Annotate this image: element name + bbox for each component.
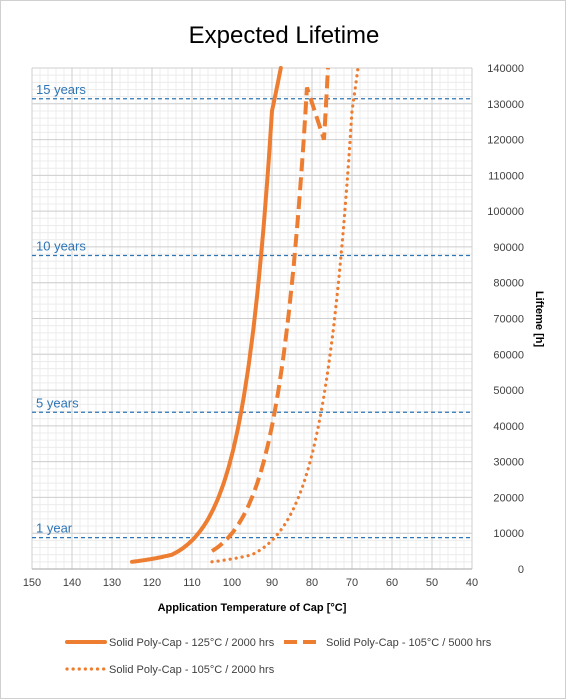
y-tick-label: 80000: [493, 278, 524, 290]
x-tick-label: 120: [143, 577, 161, 589]
y-tick-label: 110000: [488, 170, 524, 182]
series-line-dashed: [210, 67, 330, 553]
x-axis-label: Application Temperature of Cap [°C]: [158, 602, 347, 614]
x-tick-label: 150: [23, 577, 41, 589]
x-tick-label: 100: [223, 577, 241, 589]
chart-title: Expected Lifetime: [189, 22, 380, 49]
y-axis-label: Lifteme [h]: [533, 291, 545, 348]
y-tick-label: 50000: [493, 385, 524, 397]
y-tick-label: 20000: [493, 492, 524, 504]
x-tick-label: 60: [386, 577, 398, 589]
x-tick-label: 50: [426, 577, 438, 589]
x-tick-label: 90: [266, 577, 278, 589]
y-tick-label: 0: [518, 564, 524, 576]
x-tick-label: 110: [183, 577, 201, 589]
y-axis-ticks: 0 10000 20000 30000 40000 50000 60000 70000 8000…: [487, 63, 524, 576]
y-tick-label: 140000: [487, 63, 524, 75]
reference-label: 1 year: [36, 521, 73, 536]
series-lines: [130, 66, 360, 564]
reference-lines: 1 year 5 years 10 years 15 years: [32, 82, 472, 539]
y-tick-label: 10000: [493, 528, 524, 540]
legend-label: Solid Poly-Cap - 125°C / 2000 hrs: [109, 637, 275, 649]
x-axis-ticks: 150 140 130 120 110 100 90 80 70 60 50 40: [23, 577, 478, 589]
y-tick-label: 30000: [493, 457, 524, 469]
x-tick-label: 40: [466, 577, 478, 589]
y-tick-label: 60000: [493, 349, 524, 361]
legend: Solid Poly-Cap - 125°C / 2000 hrs Solid P…: [65, 637, 492, 676]
y-tick-label: 100000: [487, 206, 524, 218]
x-tick-label: 80: [306, 577, 318, 589]
x-tick-label: 70: [346, 577, 358, 589]
x-tick-label: 140: [63, 577, 81, 589]
series-line-solid: [130, 66, 283, 564]
y-tick-label: 70000: [493, 314, 524, 326]
reference-label: 10 years: [36, 239, 86, 254]
y-tick-label: 90000: [493, 242, 524, 254]
y-tick-label: 40000: [493, 421, 524, 433]
reference-label: 5 years: [36, 395, 79, 410]
y-tick-label: 130000: [487, 99, 524, 111]
x-tick-label: 130: [103, 577, 121, 589]
reference-label: 15 years: [36, 82, 86, 97]
legend-label: Solid Poly-Cap - 105°C / 2000 hrs: [109, 664, 275, 676]
legend-label: Solid Poly-Cap - 105°C / 5000 hrs: [326, 637, 492, 649]
y-tick-label: 120000: [487, 135, 524, 147]
